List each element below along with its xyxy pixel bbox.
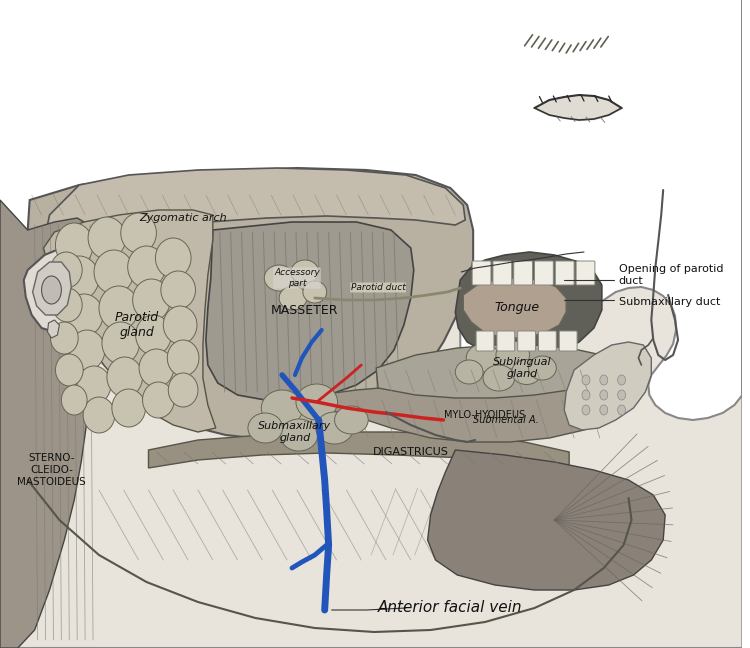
FancyBboxPatch shape <box>576 261 595 285</box>
Polygon shape <box>376 345 609 398</box>
Text: Accessory
part: Accessory part <box>274 268 320 288</box>
Ellipse shape <box>618 375 626 385</box>
Ellipse shape <box>94 250 134 294</box>
FancyBboxPatch shape <box>560 331 577 351</box>
Ellipse shape <box>50 322 78 354</box>
FancyBboxPatch shape <box>555 261 574 285</box>
Polygon shape <box>28 168 473 438</box>
Text: Submaxillary duct: Submaxillary duct <box>619 297 720 307</box>
Polygon shape <box>148 432 569 468</box>
Text: Parotid duct: Parotid duct <box>351 283 406 292</box>
Text: Anterior facial vein: Anterior facial vein <box>378 601 523 616</box>
Ellipse shape <box>600 390 608 400</box>
FancyBboxPatch shape <box>518 331 536 351</box>
Polygon shape <box>47 320 59 338</box>
Ellipse shape <box>62 385 87 415</box>
Ellipse shape <box>56 354 83 386</box>
Polygon shape <box>44 168 465 250</box>
Ellipse shape <box>164 306 197 344</box>
Polygon shape <box>206 222 414 400</box>
Polygon shape <box>0 200 94 648</box>
FancyBboxPatch shape <box>538 331 556 351</box>
Ellipse shape <box>618 390 626 400</box>
FancyBboxPatch shape <box>535 261 554 285</box>
Ellipse shape <box>529 356 556 380</box>
Ellipse shape <box>600 405 608 415</box>
Ellipse shape <box>88 217 126 259</box>
Ellipse shape <box>69 330 105 370</box>
Ellipse shape <box>279 286 307 310</box>
Ellipse shape <box>483 365 514 391</box>
Ellipse shape <box>107 357 142 397</box>
Ellipse shape <box>618 405 626 415</box>
Ellipse shape <box>334 406 368 434</box>
Text: Opening of parotid
duct: Opening of parotid duct <box>619 264 723 286</box>
Polygon shape <box>297 382 614 442</box>
Ellipse shape <box>167 340 199 376</box>
Ellipse shape <box>112 389 146 427</box>
Ellipse shape <box>56 223 93 267</box>
Polygon shape <box>455 252 602 358</box>
Text: Submental A.: Submental A. <box>473 415 539 425</box>
Ellipse shape <box>291 260 319 284</box>
FancyBboxPatch shape <box>493 261 512 285</box>
Text: Tongue: Tongue <box>494 301 539 314</box>
Ellipse shape <box>582 375 590 385</box>
Ellipse shape <box>316 412 353 444</box>
Ellipse shape <box>102 322 140 364</box>
Text: STERNO-
CLEIDO-
MASTOIDEUS: STERNO- CLEIDO- MASTOIDEUS <box>17 454 86 487</box>
Ellipse shape <box>139 349 174 387</box>
Ellipse shape <box>77 366 111 404</box>
Ellipse shape <box>155 238 191 278</box>
Polygon shape <box>33 262 71 315</box>
Ellipse shape <box>248 413 283 443</box>
Text: Submaxillary
gland: Submaxillary gland <box>259 421 332 443</box>
Ellipse shape <box>121 213 157 253</box>
Polygon shape <box>427 450 665 590</box>
Ellipse shape <box>296 384 338 420</box>
FancyBboxPatch shape <box>476 331 494 351</box>
Ellipse shape <box>466 344 500 372</box>
FancyBboxPatch shape <box>472 261 491 285</box>
Ellipse shape <box>582 405 590 415</box>
Polygon shape <box>24 248 83 332</box>
Ellipse shape <box>303 281 327 303</box>
Polygon shape <box>564 342 651 430</box>
Ellipse shape <box>99 286 139 330</box>
Ellipse shape <box>65 294 103 336</box>
Polygon shape <box>464 278 566 338</box>
Ellipse shape <box>41 276 62 304</box>
Ellipse shape <box>496 341 530 369</box>
Text: DIGASTRICUS: DIGASTRICUS <box>373 447 448 457</box>
Ellipse shape <box>261 390 303 426</box>
Polygon shape <box>44 210 216 432</box>
Text: MASSETER: MASSETER <box>271 303 338 316</box>
Ellipse shape <box>142 382 174 418</box>
Text: Sublingual
gland: Sublingual gland <box>494 357 552 379</box>
FancyBboxPatch shape <box>514 261 532 285</box>
Ellipse shape <box>264 265 294 291</box>
Ellipse shape <box>455 360 483 384</box>
Ellipse shape <box>133 279 170 321</box>
Ellipse shape <box>168 373 198 407</box>
Ellipse shape <box>160 271 196 309</box>
Ellipse shape <box>512 360 542 384</box>
Text: Parotid
gland: Parotid gland <box>115 311 159 339</box>
Text: MYLO-HYOIDEUS: MYLO-HYOIDEUS <box>445 410 526 420</box>
Ellipse shape <box>128 246 165 288</box>
Ellipse shape <box>83 397 115 433</box>
Text: Zygomatic arch: Zygomatic arch <box>140 213 227 223</box>
Ellipse shape <box>59 256 99 300</box>
Ellipse shape <box>582 390 590 400</box>
Ellipse shape <box>53 288 82 322</box>
Ellipse shape <box>280 419 318 451</box>
Ellipse shape <box>600 375 608 385</box>
Ellipse shape <box>50 252 82 288</box>
FancyBboxPatch shape <box>497 331 514 351</box>
Ellipse shape <box>136 315 171 355</box>
